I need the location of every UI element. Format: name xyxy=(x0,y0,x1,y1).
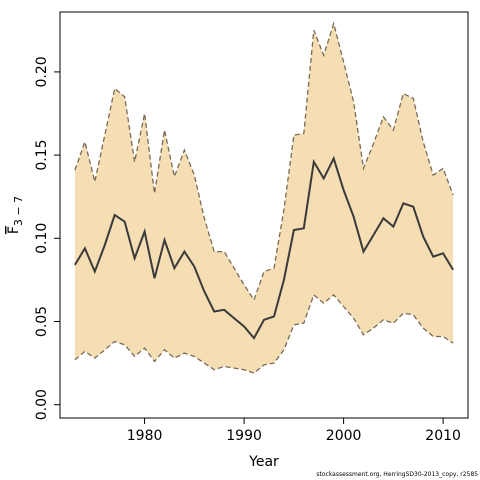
confidence-band-layer xyxy=(74,23,454,374)
y-axis: 0.00 0.05 0.10 0.15 0.20 xyxy=(34,56,60,420)
y-tick-label-2: 0.10 xyxy=(34,223,50,254)
lower-bound-line xyxy=(74,293,454,374)
upper-bound-line xyxy=(74,21,454,302)
lines-layer xyxy=(74,21,454,374)
x-tick-label-2010: 2010 xyxy=(425,428,461,444)
y-axis-title: F3 − 7 xyxy=(6,196,25,234)
y-axis-title-sub: 3 − 7 xyxy=(12,196,25,226)
confidence-band xyxy=(74,23,454,374)
x-axis: 1980 1990 2000 2010 xyxy=(127,418,461,444)
y-tick-label-1: 0.05 xyxy=(34,306,50,337)
y-tick-label-4: 0.20 xyxy=(34,56,50,87)
y-axis-title-main: F xyxy=(6,226,22,234)
x-axis-title: Year xyxy=(248,454,279,470)
x-tick-label-1990: 1990 xyxy=(226,428,262,444)
plot-frame xyxy=(59,11,469,419)
credit-note: stockassessment.org, HerringSD30-2013_co… xyxy=(316,471,478,478)
y-tick-label-3: 0.15 xyxy=(34,140,50,171)
estimate-line xyxy=(74,155,454,340)
x-tick-label-1980: 1980 xyxy=(127,428,163,444)
y-tick-label-0: 0.00 xyxy=(34,389,50,420)
svg-text:F3 − 7: F3 − 7 xyxy=(6,196,25,234)
x-tick-label-2000: 2000 xyxy=(326,428,362,444)
